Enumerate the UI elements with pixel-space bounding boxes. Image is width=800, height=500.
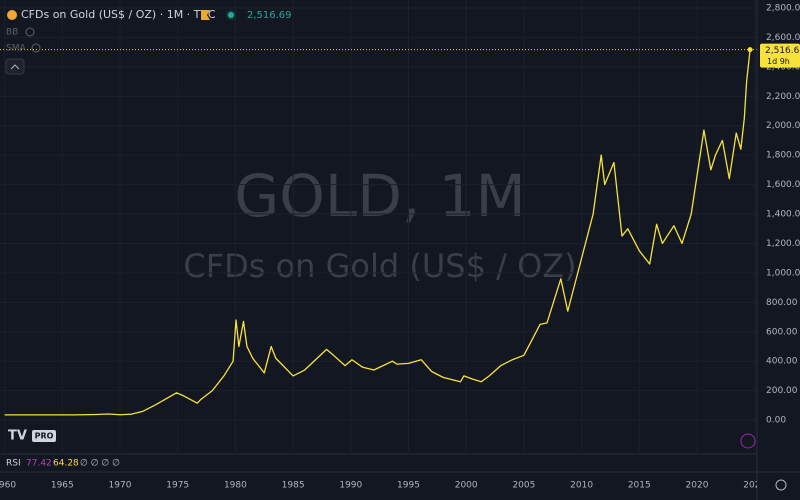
market-status	[228, 12, 234, 18]
y-tick-label: 2,200.00	[766, 92, 800, 102]
time-axis: 1960 1965 1970 1975 1980 1985 1990 1995 2000 2005…	[0, 481, 766, 491]
x-tick-label: 1980	[224, 481, 247, 491]
watermark-title: GOLD, 1M	[234, 162, 525, 230]
x-tick-label: 2005	[512, 481, 535, 491]
rsi-ma: 64.28	[53, 459, 79, 469]
x-tick-label: 1970	[109, 481, 132, 491]
symbol-icon[interactable]	[7, 10, 17, 20]
x-tick-label: 2020	[686, 481, 709, 491]
y-tick-label: 400.00	[766, 357, 798, 367]
y-tick-label: 0.00	[766, 416, 786, 426]
alert-icon[interactable]	[740, 433, 756, 449]
price-label-box	[760, 43, 800, 68]
watermark-subtitle: CFDs on Gold (US$ / OZ)	[183, 247, 576, 285]
x-tick-label: 1985	[282, 481, 305, 491]
logo-pro: PRO	[35, 432, 54, 441]
y-tick-label: 600.00	[766, 327, 798, 337]
x-tick-label: 2000	[455, 481, 478, 491]
tv-logo: TV	[8, 429, 27, 444]
collapse-button[interactable]	[5, 58, 25, 75]
price-label: 2,516.69	[765, 46, 800, 56]
x-tick-label: 2010	[570, 481, 593, 491]
y-tick-label: 1,400.00	[766, 210, 800, 220]
y-tick-label: 2,800.00	[766, 3, 800, 13]
y-tick-label: 1,200.00	[766, 239, 800, 249]
rsi-value: 77.42	[26, 459, 52, 469]
x-tick-label: 1995	[397, 481, 420, 491]
settings-icon[interactable]	[775, 479, 787, 491]
flag-icon[interactable]	[201, 10, 210, 20]
y-tick-label: 2,000.00	[766, 121, 800, 131]
indicator-bb[interactable]: BB	[6, 28, 18, 38]
logo-badge	[32, 430, 56, 442]
countdown-label: 1d 9h	[767, 57, 790, 66]
collapse-icon	[10, 64, 20, 70]
last-price-dot	[747, 47, 753, 53]
rsi-name: RSI	[6, 459, 21, 469]
indicator-sma[interactable]: SMA	[6, 44, 26, 54]
x-tick-label: 2025	[743, 481, 766, 491]
y-tick-label: 1,000.00	[766, 268, 800, 278]
visibility-icon[interactable]	[31, 43, 41, 53]
x-tick-label: 2015	[628, 481, 651, 491]
y-tick-label: 200.00	[766, 386, 798, 396]
x-tick-label: 1975	[166, 481, 189, 491]
y-tick-label: 1,800.00	[766, 151, 800, 161]
visibility-icon[interactable]	[25, 27, 35, 37]
header-price: 2,516.69	[247, 10, 292, 21]
symbol-title[interactable]: CFDs on Gold (US$ / OZ) · 1M · TVC	[21, 8, 216, 21]
y-tick-label: 2,600.00	[766, 33, 800, 43]
price-line	[4, 49, 751, 416]
y-tick-label: 800.00	[766, 298, 798, 308]
x-tick-label: 1960	[0, 481, 16, 491]
y-tick-label: 1,600.00	[766, 180, 800, 190]
x-tick-label: 1990	[339, 481, 362, 491]
rsi-extras: ∅ ∅ ∅ ∅	[80, 459, 120, 469]
x-tick-label: 1965	[51, 481, 74, 491]
